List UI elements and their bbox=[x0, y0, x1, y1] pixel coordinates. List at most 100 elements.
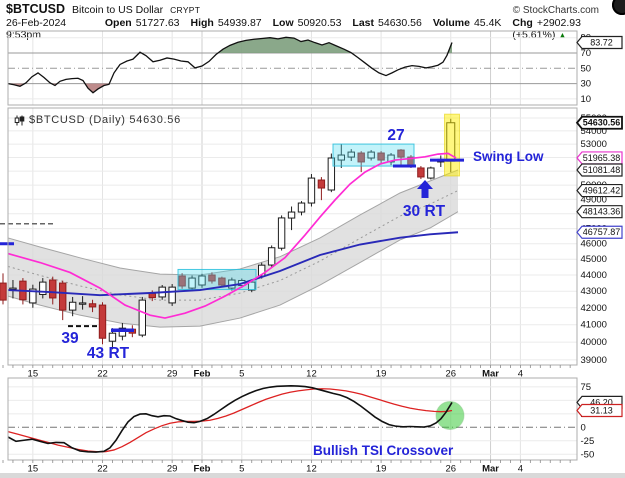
price-tag-label: 54630.56 bbox=[583, 118, 621, 128]
ema-line bbox=[7, 152, 457, 319]
rsi-overbought-fill bbox=[218, 37, 352, 53]
tsi-axis-label: -25 bbox=[581, 436, 595, 447]
price-axis-label: 43000 bbox=[581, 286, 607, 297]
candle bbox=[327, 157, 336, 191]
date-axis-label: Feb bbox=[194, 464, 211, 475]
chart-title: $BTCUSD (Daily) 54630.56 bbox=[14, 114, 181, 126]
tsi-line bbox=[7, 384, 453, 453]
quote-last: Last 54630.56 bbox=[352, 17, 421, 29]
quote-volume: Volume 45.4K bbox=[433, 17, 502, 29]
last-value: 54630.56 bbox=[378, 17, 422, 29]
price-axis-label: 39000 bbox=[581, 355, 607, 366]
band-lower-line bbox=[7, 211, 459, 328]
candle bbox=[377, 152, 385, 161]
price-axis-label: 44000 bbox=[581, 270, 607, 281]
corner-badge-icon[interactable] bbox=[612, 0, 625, 15]
candle bbox=[49, 279, 57, 299]
date-axis-label: 15 bbox=[28, 369, 39, 380]
rsi-axis-label: 50 bbox=[581, 63, 592, 74]
open-label: Open bbox=[104, 17, 132, 29]
price-tag bbox=[575, 115, 623, 130]
candle bbox=[427, 167, 435, 179]
candle bbox=[118, 327, 127, 337]
price-tag bbox=[576, 163, 623, 177]
date-axis-label: 19 bbox=[376, 369, 387, 380]
tsi-axis-label: 0 bbox=[581, 422, 586, 433]
candle bbox=[178, 275, 186, 287]
price-axis-label: 41000 bbox=[581, 320, 607, 331]
date-axis-label: 12 bbox=[306, 369, 317, 380]
price-tag bbox=[576, 205, 623, 219]
quote-header-row1: $BTCUSD Bitcoin to US Dollar CRYPT © Sto… bbox=[0, 0, 625, 16]
rsi-line bbox=[7, 36, 453, 94]
price-tag-label: 46757.87 bbox=[583, 227, 621, 237]
crossover-highlight-circle bbox=[435, 400, 465, 430]
rsi-axis-label: 70 bbox=[581, 48, 592, 59]
date-axis-label: 26 bbox=[445, 464, 456, 475]
candle bbox=[188, 277, 196, 289]
tsi-axis-label: 75 bbox=[581, 382, 592, 393]
change-up-arrow-icon: ▲ bbox=[558, 30, 567, 40]
price-axis-label: 49000 bbox=[581, 194, 607, 205]
price-tag-label: 48143.36 bbox=[583, 207, 621, 217]
date-axis-label: Mar bbox=[482, 464, 499, 475]
copyright: © StockCharts.com bbox=[512, 5, 599, 16]
candle bbox=[59, 282, 67, 311]
date-axis-label: 29 bbox=[167, 464, 178, 475]
quote-high: High 54939.87 bbox=[191, 17, 262, 29]
date-axis-label: 19 bbox=[376, 464, 387, 475]
price-axis-label: 45000 bbox=[581, 254, 607, 265]
open-value: 51727.63 bbox=[135, 17, 180, 29]
candle bbox=[68, 301, 77, 311]
candle bbox=[307, 177, 316, 204]
candle bbox=[258, 264, 266, 277]
candle bbox=[98, 304, 107, 339]
candle bbox=[287, 211, 296, 219]
price-axis-label: 54000 bbox=[581, 126, 607, 137]
price-axis-label: 42000 bbox=[581, 303, 607, 314]
last-label: Last bbox=[352, 17, 375, 29]
volatility-band-fill bbox=[8, 170, 458, 328]
date-axis-label: 4 bbox=[518, 369, 523, 380]
date-axis-label: 26 bbox=[445, 369, 456, 380]
candle bbox=[138, 299, 147, 336]
candle bbox=[337, 154, 346, 161]
price-tag-label: 83.72 bbox=[590, 38, 613, 48]
tsi-panel-border bbox=[7, 377, 578, 461]
price-tag-label: 49612.42 bbox=[583, 186, 621, 196]
rsi-axis-label: 10 bbox=[581, 94, 592, 105]
candle bbox=[168, 286, 176, 304]
candle bbox=[39, 281, 47, 295]
price-tag bbox=[576, 225, 623, 239]
candle bbox=[9, 287, 17, 290]
candle bbox=[417, 167, 425, 178]
candle bbox=[208, 274, 216, 282]
candle bbox=[78, 302, 87, 305]
candle bbox=[108, 332, 117, 342]
candle bbox=[267, 247, 276, 266]
chart-type-icon bbox=[14, 115, 25, 125]
high-value: 54939.87 bbox=[217, 17, 262, 29]
price-tag-label: 51965.38 bbox=[583, 153, 621, 163]
up-arrow-icon bbox=[417, 180, 433, 198]
exchange-label: CRYPT bbox=[170, 5, 201, 15]
candle bbox=[218, 277, 226, 286]
window-bottom-strip bbox=[0, 473, 625, 478]
symbol: $BTCUSD bbox=[6, 2, 66, 16]
rsi-axis-label: 30 bbox=[581, 79, 592, 90]
date-axis-label: 5 bbox=[239, 369, 244, 380]
price-tag-label: 31.13 bbox=[590, 406, 613, 416]
volume-value: 45.4K bbox=[473, 17, 502, 29]
candle bbox=[357, 152, 365, 163]
annotation-text: 39 bbox=[61, 330, 79, 347]
candle bbox=[198, 275, 206, 286]
annotation-text: 27 bbox=[387, 127, 404, 144]
date-axis-label: 12 bbox=[306, 464, 317, 475]
candle bbox=[297, 202, 306, 213]
chart-title-text: $BTCUSD (Daily) 54630.56 bbox=[29, 114, 181, 126]
quote-open: Open 51727.63 bbox=[105, 17, 180, 29]
price-axis-label: 53000 bbox=[581, 139, 607, 150]
quote-low: Low 50920.53 bbox=[273, 17, 342, 29]
date-axis-label: 4 bbox=[518, 464, 523, 475]
price-tag bbox=[576, 183, 623, 198]
